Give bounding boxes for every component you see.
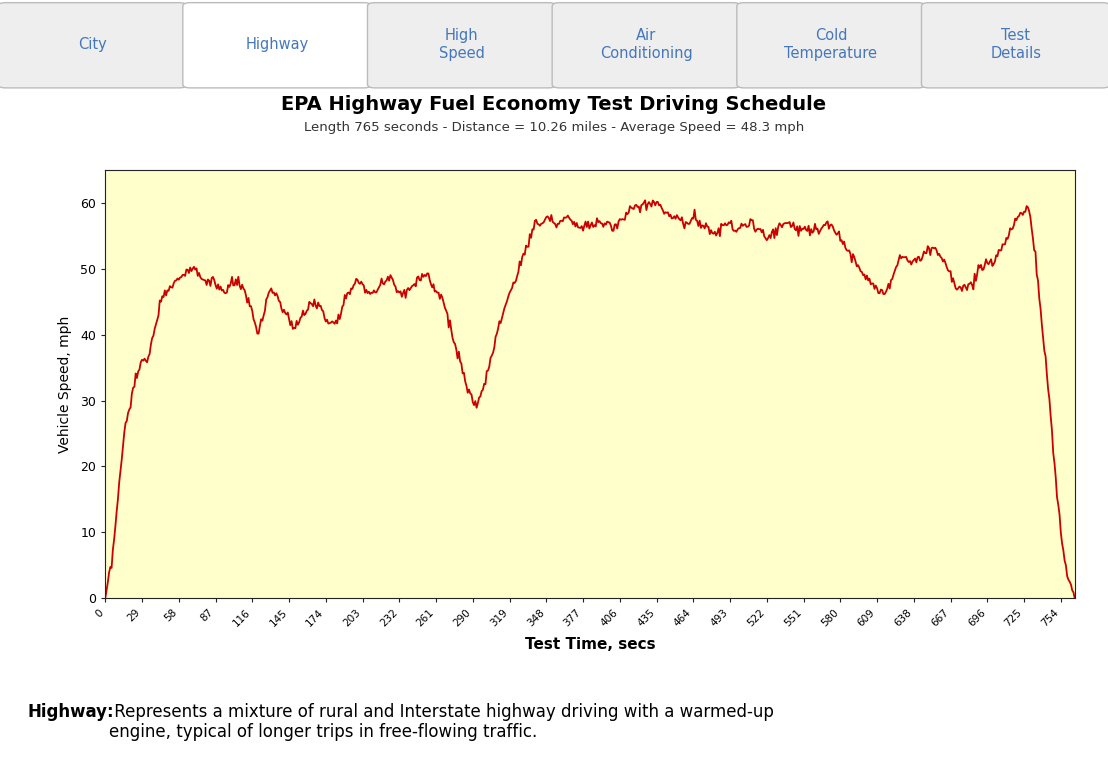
Text: Air
Conditioning: Air Conditioning	[599, 29, 692, 60]
FancyBboxPatch shape	[368, 2, 556, 88]
Text: Test
Details: Test Details	[991, 29, 1042, 60]
Text: EPA Highway Fuel Economy Test Driving Schedule: EPA Highway Fuel Economy Test Driving Sc…	[281, 95, 827, 113]
Y-axis label: Vehicle Speed, mph: Vehicle Speed, mph	[58, 316, 72, 452]
FancyBboxPatch shape	[552, 2, 740, 88]
Text: Cold
Temperature: Cold Temperature	[784, 29, 878, 60]
Text: High
Speed: High Speed	[439, 29, 484, 60]
Text: Length 765 seconds - Distance = 10.26 miles - Average Speed = 48.3 mph: Length 765 seconds - Distance = 10.26 mi…	[304, 121, 804, 134]
FancyBboxPatch shape	[183, 2, 371, 88]
FancyBboxPatch shape	[0, 2, 186, 88]
FancyBboxPatch shape	[922, 2, 1108, 88]
Text: City: City	[78, 37, 106, 52]
Text: Highway:: Highway:	[28, 703, 114, 720]
X-axis label: Test Time, secs: Test Time, secs	[525, 637, 655, 652]
Text: Highway: Highway	[245, 37, 309, 52]
Text: Represents a mixture of rural and Interstate highway driving with a warmed-up
en: Represents a mixture of rural and Inters…	[109, 703, 773, 741]
FancyBboxPatch shape	[737, 2, 925, 88]
